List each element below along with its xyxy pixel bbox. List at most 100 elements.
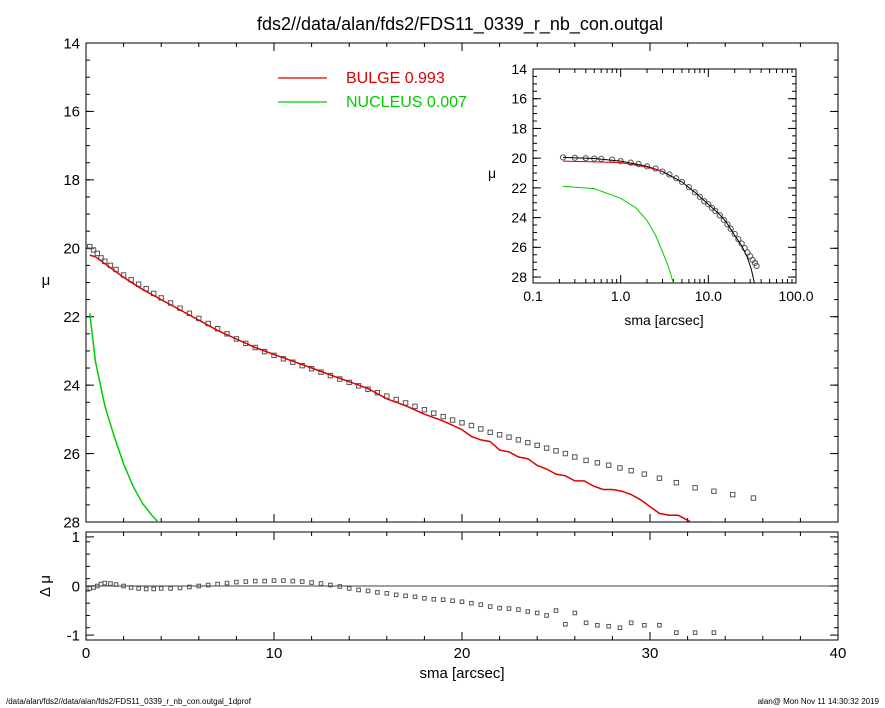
inset-xtick-label: 100.0	[778, 288, 813, 304]
residual-data-point	[290, 578, 296, 584]
main-data-point	[487, 429, 493, 436]
main-data-point	[562, 450, 569, 457]
inset-data-point	[735, 236, 742, 243]
main-bulge-line	[89, 254, 716, 522]
residual-xtick-label: 0	[82, 645, 90, 662]
main-data-point	[252, 344, 258, 351]
main-ytick-label: 22	[63, 309, 80, 326]
main-data-point	[628, 467, 634, 474]
main-data-point	[711, 488, 717, 494]
main-ytick-label: 18	[63, 172, 80, 189]
main-series-group	[87, 243, 757, 522]
residual-data-point	[299, 579, 305, 584]
main-data-point	[233, 336, 240, 342]
residual-data-point	[459, 599, 465, 605]
main-data-point	[94, 250, 100, 257]
inset-data-point	[678, 178, 686, 186]
main-data-point	[534, 442, 540, 449]
residual-data-point	[365, 588, 371, 594]
main-data-point	[583, 457, 589, 464]
inset-xlabel: sma [arcsec]	[624, 312, 703, 328]
inset-data-point	[741, 244, 748, 252]
inset-ytick-label: 20	[511, 150, 527, 166]
residual-data-point	[525, 609, 531, 614]
main-data-point	[525, 439, 531, 446]
residual-data-point	[234, 579, 239, 585]
inset-data-point	[705, 201, 712, 208]
residual-data-point	[262, 578, 267, 584]
inset-xtick-label: 10.0	[695, 288, 722, 304]
main-ytick-label: 16	[63, 104, 80, 121]
main-data-point	[572, 454, 578, 460]
main-data-point	[617, 465, 623, 471]
inset-panel: 0.1 1.0 10.0 100.0 14 16 18 20 22 24 26 28 μ sma [a…	[488, 61, 814, 328]
inset-ylabel: μ	[488, 165, 496, 181]
residual-ytick-label: -1	[67, 627, 80, 644]
residual-data-point	[168, 586, 173, 591]
residual-data-point	[187, 584, 192, 590]
main-data-point	[90, 247, 97, 253]
residual-data-point	[252, 578, 258, 584]
main-data-point	[515, 437, 522, 443]
residual-data-point	[196, 583, 202, 589]
residual-data-point	[553, 608, 559, 613]
legend-label-nucleus: NUCLEUS 0.007	[346, 94, 467, 111]
inset-data-point	[724, 221, 731, 228]
inset-series	[559, 154, 760, 283]
main-series	[87, 243, 757, 522]
residual-data-point	[151, 586, 156, 592]
legend: BULGE 0.993 NUCLEUS 0.007	[278, 70, 467, 111]
main-data-point	[641, 471, 648, 477]
residual-data-point	[113, 582, 119, 587]
main-axes: 14 16 18 20 22 24 26 28	[63, 35, 839, 531]
residual-data-point	[158, 586, 164, 591]
inset-data-point	[712, 207, 719, 215]
main-data-point	[496, 432, 503, 438]
residual-data-point	[544, 613, 549, 618]
inset-ytick-label: 18	[511, 120, 527, 136]
inset-data-point	[716, 212, 723, 219]
residual-data-point	[572, 610, 578, 616]
footer-path: /data/alan/fds2//data/alan/fds2/FDS11_03…	[6, 697, 252, 706]
residual-data-point	[534, 610, 540, 616]
residual-data-point	[356, 587, 361, 593]
residual-data-point	[497, 605, 502, 611]
inset-xtick-label: 1.0	[611, 288, 631, 304]
residual-axes: 0 10 20 30 40-101	[67, 529, 847, 662]
residual-data-point	[440, 597, 446, 603]
main-data-point	[656, 475, 663, 481]
inset-data-point	[731, 230, 738, 238]
residual-data-point	[346, 586, 352, 591]
main-ylabel: μ	[42, 272, 51, 289]
residual-data-point	[469, 600, 474, 606]
inset-data-point	[673, 175, 680, 182]
residual-data-point	[136, 586, 141, 591]
residual-data-point	[422, 595, 427, 601]
residual-xtick-label: 30	[642, 645, 659, 662]
residual-data-point	[243, 579, 249, 584]
residual-data-point	[128, 585, 134, 590]
inset-model-line	[562, 156, 755, 283]
main-data-point	[478, 426, 484, 432]
main-data-point	[431, 410, 437, 416]
main-data-point	[673, 479, 680, 486]
residual-data-point	[692, 630, 698, 635]
residual-data-point	[281, 578, 286, 583]
inset-plot-frame	[532, 68, 797, 284]
residual-xtick-label: 40	[830, 645, 847, 662]
main-data-point	[543, 445, 550, 451]
residual-series-group	[87, 578, 717, 635]
inset-data-point	[696, 193, 703, 200]
inset-data-point	[659, 168, 666, 175]
main-ytick-label: 26	[63, 446, 80, 463]
residual-data-point	[337, 584, 343, 589]
residual-data-point	[478, 602, 484, 607]
residual-data-point	[563, 621, 568, 627]
main-data-point	[459, 420, 465, 426]
residual-data-point	[205, 582, 211, 588]
inset-data-point	[727, 225, 734, 232]
inset-data-point	[701, 198, 708, 205]
inset-data-point	[691, 189, 698, 196]
main-nucleus-line	[89, 313, 160, 522]
residual-data-point	[583, 620, 589, 626]
